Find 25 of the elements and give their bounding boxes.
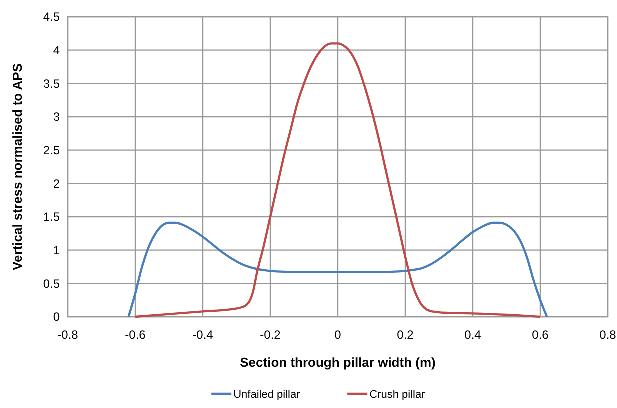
y-tick-label: 1.5 [43, 210, 60, 224]
y-tick-label: 0 [53, 310, 60, 324]
y-tick-label: 3.5 [43, 76, 60, 91]
x-tick-label: 0.8 [600, 328, 617, 342]
y-tick-label: 3 [53, 110, 60, 124]
x-tick-label: -0.8 [58, 328, 79, 342]
x-tick-label: 0 [334, 328, 342, 342]
y-tick-label: 0.5 [43, 276, 60, 291]
line-series [134, 42, 542, 318]
x-tick-label: 0.2 [397, 328, 414, 342]
line-series [128, 222, 548, 318]
x-tick-label: -0.6 [125, 328, 146, 342]
x-tick-label: -0.4 [192, 328, 214, 342]
y-tick-label: 2.5 [43, 144, 60, 158]
y-tick-label: 4.5 [43, 10, 60, 24]
y-tick-label: 2 [53, 176, 60, 191]
legend-label: Unfailed pillar [234, 388, 301, 401]
x-axis-title: Section through pillar width (m) [240, 355, 436, 370]
x-tick-label: 0.4 [464, 328, 482, 342]
y-tick-label: 1 [53, 244, 60, 258]
x-tick-label: -0.2 [260, 328, 282, 342]
y-axis-title: Vertical stress normalised to APS [10, 63, 25, 270]
x-tick-label: 0.6 [532, 328, 550, 342]
legend-label: Crush pillar [370, 388, 426, 401]
y-tick-label: 4 [53, 44, 60, 58]
